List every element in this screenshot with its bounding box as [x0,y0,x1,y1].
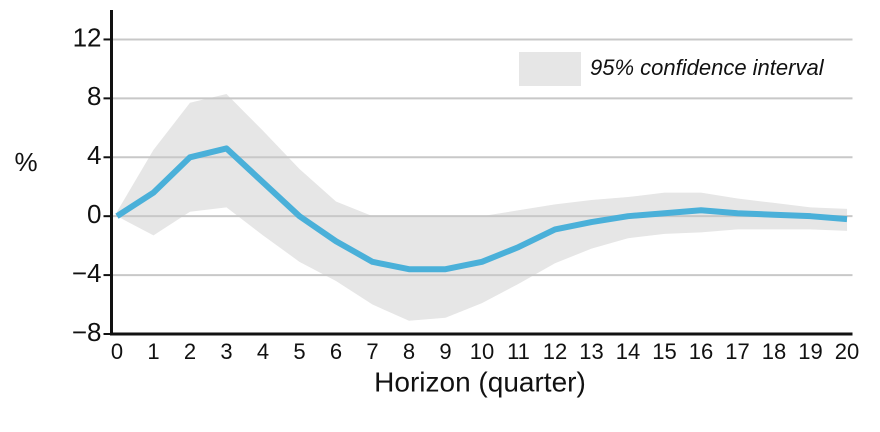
x-tick-label: 8 [403,339,415,364]
x-tick-label: 4 [257,339,269,364]
y-tick-label: 4 [87,140,101,170]
y-tick-label: 0 [87,199,101,229]
x-tick-label: 2 [184,339,196,364]
x-tick-label: 12 [543,339,567,364]
x-tick-label: 5 [293,339,305,364]
x-tick-label: 1 [147,339,159,364]
legend-swatch [519,52,581,86]
x-tick-label: 14 [616,339,640,364]
legend-label: 95% confidence interval [590,55,825,80]
x-tick-label: 16 [689,339,713,364]
y-axis-label: % [14,147,37,177]
x-tick-label: 19 [798,339,822,364]
line-series [115,145,848,273]
x-axis-label: Horizon (quarter) [374,366,586,397]
x-tick-label: 7 [366,339,378,364]
x-tick-label: 20 [835,339,859,364]
x-tick-label: 18 [762,339,786,364]
x-tick-label: 9 [439,339,451,364]
x-tick-label: 6 [330,339,342,364]
y-tick-label: −4 [72,258,102,288]
x-tick-label: 15 [652,339,676,364]
y-tick-label: −8 [72,317,102,347]
x-tick-label: 3 [220,339,232,364]
confidence-band [116,93,848,321]
x-tick-label: 17 [725,339,749,364]
y-tick-label: 12 [73,22,102,52]
y-tick-label: 8 [87,81,101,111]
x-tick-label: 11 [507,339,530,364]
x-tick-label: 0 [111,339,123,364]
x-tick-label: 10 [470,339,494,364]
x-tick-label: 13 [579,339,603,364]
